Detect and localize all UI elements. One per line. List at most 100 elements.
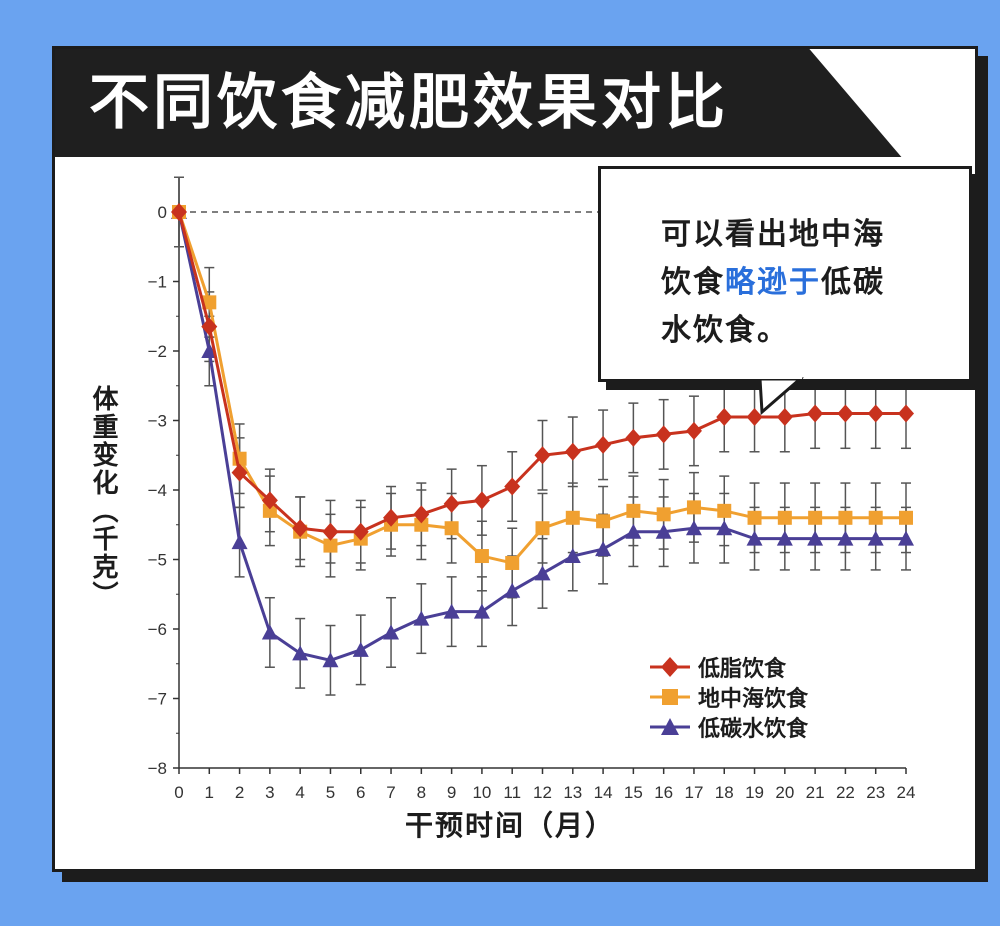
- legend-swatch: [650, 657, 690, 677]
- data-point-square: [474, 549, 489, 564]
- data-point-triangle: [655, 523, 672, 539]
- data-point-square: [686, 500, 701, 515]
- axes: 0−1−2−3−4−5−6−7−80 1 2 3 4 5 6 7 8 9 10 11 12 13 14 15 1…: [148, 202, 916, 802]
- y-tick-label: 0: [158, 203, 167, 222]
- x-tick-label: 23: [866, 783, 885, 802]
- y-tick-label: −7: [148, 690, 167, 709]
- data-point-triangle: [716, 520, 733, 536]
- data-point-diamond: [837, 404, 854, 423]
- data-point-triangle: [201, 343, 218, 358]
- data-point-triangle: [625, 523, 642, 539]
- data-point-diamond: [292, 519, 309, 538]
- data-point-diamond: [655, 425, 672, 444]
- data-point-triangle: [898, 530, 914, 546]
- data-point-triangle: [231, 534, 248, 550]
- data-point-square: [747, 510, 762, 525]
- data-point-diamond: [867, 404, 884, 423]
- data-point-triangle: [443, 603, 460, 619]
- x-tick-label: 11: [503, 783, 521, 802]
- data-point-square: [662, 689, 678, 705]
- data-point-diamond: [595, 435, 612, 454]
- data-point-triangle: [661, 718, 679, 735]
- data-point-diamond: [776, 408, 793, 427]
- data-point-triangle: [595, 541, 612, 557]
- x-tick-label: 17: [684, 783, 703, 802]
- x-tick-label: 12: [533, 783, 552, 802]
- legend-item: 低脂饮食: [648, 652, 808, 682]
- x-tick-label: 9: [447, 783, 456, 802]
- data-point-diamond: [171, 203, 187, 221]
- data-point-diamond: [716, 408, 733, 427]
- x-tick-label: 2: [235, 783, 244, 802]
- legend: 低脂饮食 地中海饮食 低碳水饮食: [648, 652, 808, 742]
- x-tick-label: 20: [775, 783, 794, 802]
- series-2: [171, 204, 914, 668]
- x-tick-label: 14: [594, 783, 613, 802]
- callout-line-3: 水饮食。: [661, 313, 789, 348]
- data-point-square: [596, 514, 611, 529]
- x-tick-label: 21: [806, 783, 825, 802]
- data-point-triangle: [504, 582, 521, 598]
- series-layer: [171, 176, 914, 696]
- callout-line-2-suffix: 低碳: [821, 265, 885, 300]
- data-point-diamond: [322, 522, 339, 541]
- x-axis-label: 干预时间（月）: [404, 809, 615, 842]
- title-bar: [55, 49, 902, 157]
- data-point-diamond: [201, 317, 218, 336]
- x-tick-label: 7: [386, 783, 395, 802]
- y-tick-label: −8: [148, 759, 167, 778]
- data-point-diamond: [383, 508, 400, 527]
- data-point-diamond: [564, 442, 581, 461]
- legend-swatch: [650, 718, 690, 735]
- y-tick-label: −3: [148, 412, 167, 431]
- data-point-triangle: [292, 645, 309, 661]
- data-point-diamond: [746, 408, 763, 427]
- legend-item: 低碳水饮食: [648, 712, 808, 742]
- data-point-square: [717, 503, 732, 518]
- data-point-square: [777, 510, 792, 525]
- data-point-square: [868, 510, 883, 525]
- data-point-diamond: [473, 491, 490, 510]
- x-tick-label: 0: [174, 783, 183, 802]
- data-point-square: [838, 510, 853, 525]
- data-point-square: [444, 521, 459, 536]
- data-point-diamond: [443, 494, 460, 513]
- y-tick-label: −2: [148, 342, 167, 361]
- x-tick-label: 15: [624, 783, 643, 802]
- data-point-triangle: [837, 530, 854, 546]
- data-point-triangle: [685, 520, 702, 536]
- data-point-square: [535, 521, 550, 536]
- data-point-diamond: [534, 446, 551, 465]
- x-tick-label: 19: [745, 783, 764, 802]
- data-point-diamond: [685, 421, 702, 440]
- x-tick-label: 1: [205, 783, 214, 802]
- x-tick-label: 22: [836, 783, 855, 802]
- data-point-triangle: [776, 530, 793, 546]
- data-point-triangle: [564, 548, 581, 564]
- data-point-triangle: [534, 565, 551, 581]
- data-point-square: [323, 538, 338, 553]
- data-point-triangle: [473, 603, 490, 619]
- callout-text: 可以看出地中海 饮食略逊于低碳 水饮食。: [661, 211, 951, 355]
- data-point-diamond: [898, 404, 914, 423]
- data-point-diamond: [661, 657, 679, 677]
- series-0: [171, 203, 914, 541]
- legend-swatch: [650, 689, 690, 705]
- legend-label: 低碳水饮食: [698, 717, 809, 742]
- data-point-square: [202, 295, 217, 310]
- x-tick-label: 10: [472, 783, 491, 802]
- data-point-triangle: [867, 530, 884, 546]
- data-point-triangle: [383, 624, 400, 640]
- x-tick-label: 24: [897, 783, 916, 802]
- data-point-triangle: [261, 624, 278, 640]
- data-point-triangle: [807, 530, 824, 546]
- data-point-diamond: [261, 491, 278, 510]
- data-point-square: [656, 507, 671, 522]
- x-tick-label: 6: [356, 783, 365, 802]
- data-point-square: [505, 555, 520, 570]
- data-point-diamond: [625, 428, 642, 447]
- y-tick-label: −5: [148, 551, 167, 570]
- data-point-diamond: [807, 404, 824, 423]
- x-tick-label: 4: [295, 783, 304, 802]
- callout-line-2-prefix: 饮食: [661, 265, 725, 300]
